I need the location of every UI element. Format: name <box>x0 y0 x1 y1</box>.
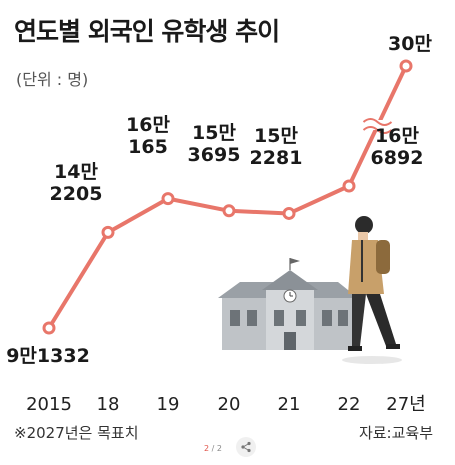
x-tick-label: 2015 <box>26 394 72 415</box>
data-points <box>42 59 413 335</box>
page-separator: / <box>211 444 215 453</box>
x-tick-label: 22 <box>338 394 361 415</box>
axis-break-wave <box>362 118 393 126</box>
data-label: 9만1332 <box>6 345 90 367</box>
page-total: 2 <box>216 444 222 453</box>
data-label: 2205 <box>50 183 103 205</box>
x-axis-ticks: 2015 18 19 20 21 22 27년 <box>26 394 426 415</box>
data-label: 165 <box>128 136 168 158</box>
axis-break-mark <box>362 118 393 134</box>
data-labels: 9만133214만220516만16515만369515만228116만6892… <box>6 33 432 367</box>
share-button[interactable] <box>236 437 256 457</box>
data-label: 15만 <box>192 122 236 144</box>
page-indicator: 2 / 2 <box>204 444 222 453</box>
line-chart: 2015 18 19 20 21 22 27년 9만133214만220516만16515만… <box>6 33 432 415</box>
x-tick-label: 18 <box>97 394 120 415</box>
data-point <box>342 179 356 193</box>
data-point <box>282 206 296 220</box>
chart-title: 연도별 외국인 유학생 추이 <box>14 17 280 46</box>
axis-break-gap <box>363 120 392 130</box>
unit-label: (단위 : 명) <box>16 70 89 89</box>
target-note: ※2027년은 목표치 <box>14 424 139 442</box>
data-label: 2281 <box>250 147 303 169</box>
data-point <box>101 225 115 239</box>
share-icon <box>241 441 251 453</box>
data-label: 14만 <box>54 161 98 183</box>
x-tick-label: 21 <box>278 394 301 415</box>
data-point <box>399 59 413 73</box>
axis-break-wave <box>362 126 393 134</box>
student-illustration <box>342 216 402 364</box>
data-label: 3695 <box>188 144 241 166</box>
data-label: 30만 <box>388 33 432 55</box>
page-current: 2 <box>204 444 210 453</box>
source-label: 자료:교육부 <box>358 424 433 442</box>
x-tick-label: 19 <box>157 394 180 415</box>
data-label: 16만 <box>126 114 170 136</box>
x-tick-label: 20 <box>218 394 241 415</box>
data-label: 16만 <box>375 125 419 147</box>
data-label: 15만 <box>254 125 298 147</box>
data-point <box>42 321 56 335</box>
school-building-illustration <box>218 258 358 350</box>
data-point <box>222 204 236 218</box>
x-tick-label: 27년 <box>386 394 425 415</box>
data-label: 6892 <box>371 147 424 169</box>
data-point <box>161 192 175 206</box>
